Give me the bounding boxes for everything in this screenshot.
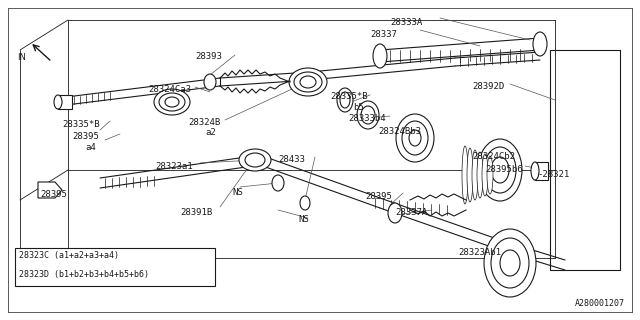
Ellipse shape <box>487 156 493 194</box>
Text: 28323Ab1: 28323Ab1 <box>458 248 501 257</box>
Ellipse shape <box>409 130 421 146</box>
Polygon shape <box>38 182 62 198</box>
Text: 28395: 28395 <box>365 192 392 201</box>
Text: a4: a4 <box>85 143 96 152</box>
Ellipse shape <box>533 32 547 56</box>
Text: 28433: 28433 <box>278 155 305 164</box>
Text: 28323D (b1+b2+b3+b4+b5+b6): 28323D (b1+b2+b3+b4+b5+b6) <box>19 270 149 279</box>
Text: 28324B: 28324B <box>188 118 220 127</box>
Text: 28395: 28395 <box>40 190 67 199</box>
Text: 28324Bb3: 28324Bb3 <box>378 127 421 136</box>
Ellipse shape <box>159 93 185 111</box>
Text: 28324Ca3: 28324Ca3 <box>148 85 191 94</box>
Text: 28393: 28393 <box>195 52 222 61</box>
Polygon shape <box>58 95 72 109</box>
Ellipse shape <box>289 68 327 96</box>
Text: b5: b5 <box>353 103 364 112</box>
Ellipse shape <box>300 196 310 210</box>
Text: 28335*B: 28335*B <box>330 92 367 101</box>
Text: 28333A: 28333A <box>390 18 422 27</box>
Text: 28324Cb2: 28324Cb2 <box>472 152 515 161</box>
Ellipse shape <box>484 229 536 297</box>
Ellipse shape <box>491 157 509 183</box>
Text: NS: NS <box>298 215 308 224</box>
Ellipse shape <box>472 150 478 200</box>
Text: A280001207: A280001207 <box>575 299 625 308</box>
Ellipse shape <box>388 203 402 223</box>
Ellipse shape <box>357 101 379 129</box>
Text: 28395b6: 28395b6 <box>485 165 523 174</box>
Ellipse shape <box>478 139 522 201</box>
Ellipse shape <box>396 114 434 162</box>
Text: 28337A: 28337A <box>395 208 428 217</box>
Text: 28395: 28395 <box>72 132 99 141</box>
Ellipse shape <box>531 162 539 180</box>
Text: 28323C (a1+a2+a3+a4): 28323C (a1+a2+a3+a4) <box>19 251 119 260</box>
Polygon shape <box>535 162 548 180</box>
Ellipse shape <box>300 76 316 88</box>
Ellipse shape <box>204 74 216 90</box>
Ellipse shape <box>294 72 322 92</box>
Ellipse shape <box>272 175 284 191</box>
Text: 28335*B: 28335*B <box>62 120 100 129</box>
Ellipse shape <box>165 97 179 107</box>
Text: 28333b4: 28333b4 <box>348 114 386 123</box>
Ellipse shape <box>482 154 488 196</box>
Ellipse shape <box>361 106 375 124</box>
Text: IN: IN <box>17 53 26 62</box>
Bar <box>15 248 215 286</box>
Text: a2: a2 <box>205 128 216 137</box>
Ellipse shape <box>484 147 516 193</box>
Ellipse shape <box>402 121 428 155</box>
Text: 28323a1: 28323a1 <box>155 162 193 171</box>
Ellipse shape <box>340 92 350 108</box>
Ellipse shape <box>467 148 473 202</box>
Ellipse shape <box>154 89 190 115</box>
Ellipse shape <box>500 250 520 276</box>
Text: 28337: 28337 <box>370 30 397 39</box>
Ellipse shape <box>245 153 265 167</box>
Ellipse shape <box>373 44 387 68</box>
Ellipse shape <box>491 238 529 288</box>
Text: 28392D: 28392D <box>472 82 504 91</box>
Text: -28321: -28321 <box>537 170 569 179</box>
Text: 28391B: 28391B <box>180 208 212 217</box>
Ellipse shape <box>239 149 271 171</box>
Text: NS: NS <box>232 188 243 197</box>
Ellipse shape <box>477 152 483 198</box>
Ellipse shape <box>54 95 62 109</box>
Ellipse shape <box>462 146 468 204</box>
Ellipse shape <box>337 88 353 112</box>
